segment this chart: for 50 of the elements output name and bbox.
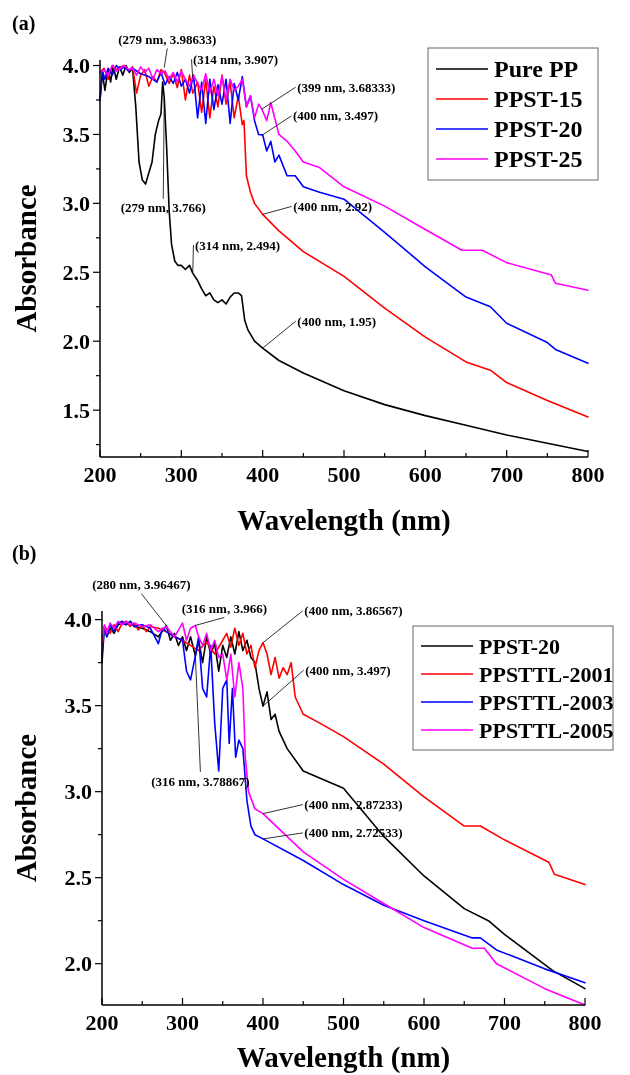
x-tick-label: 500 <box>327 1010 360 1035</box>
y-tick-label: 3.0 <box>64 779 92 805</box>
annotation: (400 nm, 3.86567) <box>304 603 403 619</box>
chart-title: (b) <box>12 542 37 565</box>
y-tick-label: 2.5 <box>64 865 92 891</box>
x-tick-label: 600 <box>407 1010 441 1035</box>
x-tick-label: 200 <box>83 462 117 487</box>
annotation: (400 nm, 3.497) <box>292 108 379 124</box>
legend-label: Pure PP <box>494 56 579 83</box>
x-tick-label: 400 <box>246 462 280 487</box>
y-tick-label: 2.5 <box>62 259 90 285</box>
x-tick-label: 600 <box>408 462 442 487</box>
annotation: (400 nm, 1.95) <box>297 313 377 329</box>
legend-label: PPST-20 <box>494 116 583 143</box>
x-tick-label: 300 <box>166 1010 199 1035</box>
legend-label: PPSTTL-2005 <box>479 717 614 743</box>
x-tick-label: 700 <box>488 1010 521 1035</box>
annotation: (279 nm, 3.98633) <box>118 31 217 47</box>
annotation: (316 nm, 3.966) <box>181 601 267 616</box>
annotation: (280 nm, 3.96467) <box>92 577 191 593</box>
annotation: (314 nm, 3.907) <box>192 51 279 67</box>
y-tick-label: 3.5 <box>62 122 90 148</box>
chart-title: (a) <box>12 12 36 35</box>
y-tick-label: 2.0 <box>62 328 90 354</box>
y-tick-label: 2.0 <box>64 951 92 977</box>
x-tick-label: 800 <box>568 1010 602 1035</box>
x-tick-label: 200 <box>85 1010 119 1035</box>
y-axis-title: Absorbance <box>10 733 42 883</box>
legend-label: PPST-25 <box>494 146 583 173</box>
y-tick-label: 3.0 <box>62 191 90 217</box>
y-tick-label: 1.5 <box>62 397 90 423</box>
annotation: (314 nm, 2.494) <box>194 237 281 253</box>
x-tick-label: 800 <box>571 462 605 487</box>
legend-label: PPST-20 <box>479 633 561 659</box>
legend-label: PPST-15 <box>494 86 583 113</box>
x-tick-label: 500 <box>327 462 361 487</box>
x-tick-label: 700 <box>490 462 524 487</box>
annotation: (400 nm, 3.497) <box>305 662 391 678</box>
legend-label: PPSTTL-2001 <box>479 661 614 687</box>
x-tick-label: 400 <box>246 1010 280 1035</box>
y-tick-label: 4.0 <box>64 607 92 633</box>
legend-label: PPSTTL-2003 <box>479 689 614 715</box>
x-tick-label: 300 <box>164 462 198 487</box>
y-tick-label: 3.5 <box>64 693 92 719</box>
x-axis-title: Wavelength (nm) <box>237 504 451 537</box>
x-axis-title: Wavelength (nm) <box>236 1041 451 1074</box>
y-tick-label: 4.0 <box>62 53 90 79</box>
y-axis-title: Absorbance <box>10 184 42 333</box>
annotation: (399 nm, 3.68333) <box>297 79 396 95</box>
annotation: (400 nm, 2.87233) <box>304 797 403 813</box>
